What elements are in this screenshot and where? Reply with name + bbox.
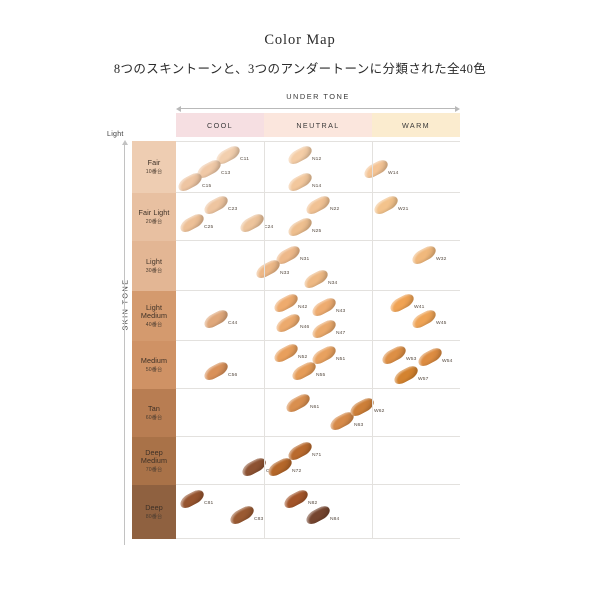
- shade-code-label: N63: [354, 423, 364, 428]
- shade-code-label: N82: [308, 501, 318, 506]
- color-map-grid: C11 C13 C15 N12 N14 W14 C23 C25 C24 N22 N25 W21 N31 N…: [175, 141, 460, 539]
- shade-code-label: W57: [418, 377, 429, 382]
- skintone-row-fair: Fair 10番台: [132, 141, 176, 193]
- grid-row: [176, 437, 460, 485]
- shade-code-label: N71: [312, 453, 322, 458]
- shade-code-label: N31: [300, 257, 310, 262]
- shade-code-label: N52: [298, 355, 308, 360]
- skintone-range: 60番台: [145, 414, 163, 421]
- shade-code-label: N51: [336, 357, 346, 362]
- skintone-swatch-column: Fair 10番台 Fair Light 20番台 Light 30番台 Light Med…: [132, 141, 176, 539]
- skintone-name: Medium: [140, 355, 168, 365]
- skintone-row-medium: Medium 50番台: [132, 341, 176, 389]
- shade-code-label: W45: [436, 321, 447, 326]
- shade-code-label: N46: [300, 325, 310, 330]
- shade-code-label: C24: [264, 225, 274, 230]
- skintone-name: Deep Medium: [140, 447, 168, 466]
- skintone-range: 50番台: [145, 366, 163, 373]
- skintone-name: Tan: [148, 403, 160, 413]
- shade-code-label: W62: [374, 409, 385, 414]
- shade-code-label: N33: [280, 271, 290, 276]
- skintone-row-light-medium: Light Medium 40番台: [132, 291, 176, 341]
- shade-code-label: N25: [312, 229, 322, 234]
- grid-column-divider: [264, 141, 265, 539]
- skintone-range: 80番台: [145, 513, 163, 520]
- shade-code-label: C15: [202, 184, 212, 189]
- page-title: Color Map: [264, 32, 336, 48]
- undertone-header-neutral: NEUTRAL: [264, 113, 372, 137]
- shade-code-label: N12: [312, 157, 322, 162]
- shade-code-label: N42: [298, 305, 308, 310]
- grid-row: [176, 141, 460, 193]
- shade-code-label: W21: [398, 207, 409, 212]
- undertone-header-warm: WARM: [372, 113, 460, 137]
- skintone-row-deep: Deep 80番台: [132, 485, 176, 539]
- grid-row: [176, 193, 460, 241]
- skintone-range: 10番台: [145, 168, 163, 175]
- grid-row: [176, 241, 460, 291]
- shade-code-label: C83: [254, 517, 264, 522]
- shade-code-label: N47: [336, 331, 346, 336]
- skintone-range: 20番台: [145, 218, 163, 225]
- shade-code-label: N61: [310, 405, 320, 410]
- skintone-name: Fair: [147, 157, 161, 167]
- shade-code-label: N22: [330, 207, 340, 212]
- shade-code-label: N43: [336, 309, 346, 314]
- grid-row: [176, 341, 460, 389]
- shade-code-label: C23: [228, 207, 238, 212]
- shade-code-label: W53: [406, 357, 417, 362]
- shade-code-label: N14: [312, 184, 322, 189]
- skintone-row-fair-light: Fair Light 20番台: [132, 193, 176, 241]
- shade-code-label: C13: [221, 171, 231, 176]
- shade-code-label: C56: [228, 373, 238, 378]
- undertone-axis-label: UNDER TONE: [286, 92, 350, 101]
- shade-code-label: C25: [204, 225, 214, 230]
- shade-code-label: W14: [388, 171, 399, 176]
- skintone-axis-arrow: [121, 140, 128, 545]
- skintone-name: Light Medium: [140, 302, 168, 321]
- shade-code-label: N84: [330, 517, 340, 522]
- undertone-header-cool: COOL: [176, 113, 264, 137]
- page-subtitle: 8つのスキントーンと、3つのアンダートーンに分類された全40色: [113, 62, 487, 76]
- grid-row: [176, 389, 460, 437]
- skintone-name: Fair Light: [138, 207, 170, 217]
- skintone-name: Deep: [145, 502, 163, 512]
- undertone-header-band: COOL NEUTRAL WARM: [176, 113, 460, 137]
- skintone-range: 70番台: [145, 467, 163, 474]
- skintone-row-deep-medium: Deep Medium 70番台: [132, 437, 176, 485]
- shade-code-label: W41: [414, 305, 425, 310]
- skintone-row-light: Light 30番台: [132, 241, 176, 291]
- grid-row: [176, 291, 460, 341]
- skintone-row-tan: Tan 60番台: [132, 389, 176, 437]
- shade-code-label: C81: [204, 501, 214, 506]
- skintone-range: 30番台: [145, 267, 163, 274]
- shade-code-label: W32: [436, 257, 447, 262]
- skintone-range: 40番台: [145, 322, 163, 329]
- shade-code-label: C11: [240, 157, 250, 162]
- shade-code-label: N55: [316, 373, 326, 378]
- grid-column-divider: [372, 141, 373, 539]
- light-marker-label: Light: [107, 131, 124, 138]
- shade-code-label: C44: [228, 321, 238, 326]
- shade-code-label: N72: [292, 469, 302, 474]
- undertone-axis-arrow: [176, 105, 460, 112]
- shade-code-label: W54: [442, 359, 453, 364]
- skintone-name: Light: [145, 256, 163, 266]
- shade-code-label: N34: [328, 281, 338, 286]
- grid-row: [176, 485, 460, 539]
